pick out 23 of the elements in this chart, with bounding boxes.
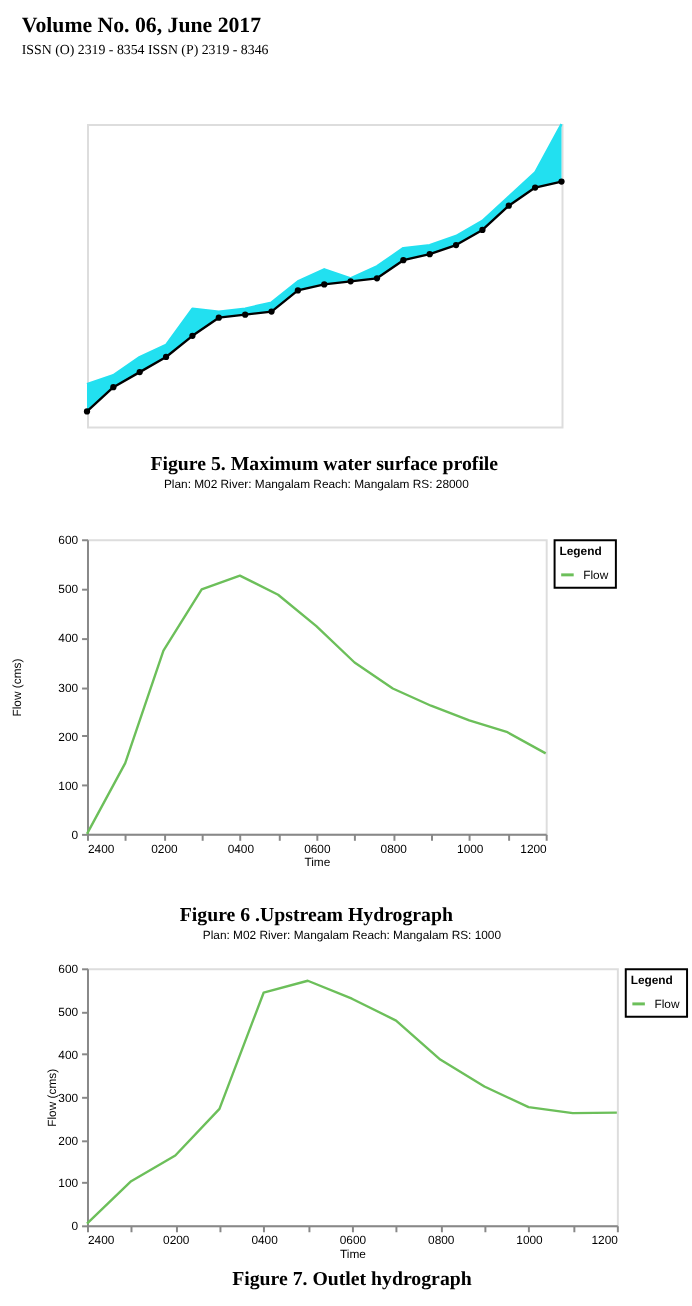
point (373, 275, 381, 282)
point (268, 308, 275, 315)
point (532, 184, 539, 191)
caption: Figure 5. Maximum water surface profile (150, 454, 500, 477)
point (452, 241, 460, 249)
chart-title: Volume No. 06, June 2017 (21, 13, 263, 38)
point (110, 384, 117, 391)
point (215, 314, 222, 321)
caption: Figure 6 .Upstream Hydrograph (179, 904, 454, 927)
point (558, 178, 565, 185)
point (505, 202, 512, 209)
point (294, 287, 302, 294)
point (242, 311, 249, 318)
caption: Figure 7. Outlet hydrograph (232, 1268, 473, 1291)
point (426, 251, 433, 258)
point (347, 278, 354, 285)
point (400, 257, 407, 264)
point (321, 281, 328, 288)
point (189, 332, 196, 339)
point (162, 353, 170, 361)
point (136, 369, 143, 376)
point (83, 408, 91, 415)
point (479, 226, 486, 234)
